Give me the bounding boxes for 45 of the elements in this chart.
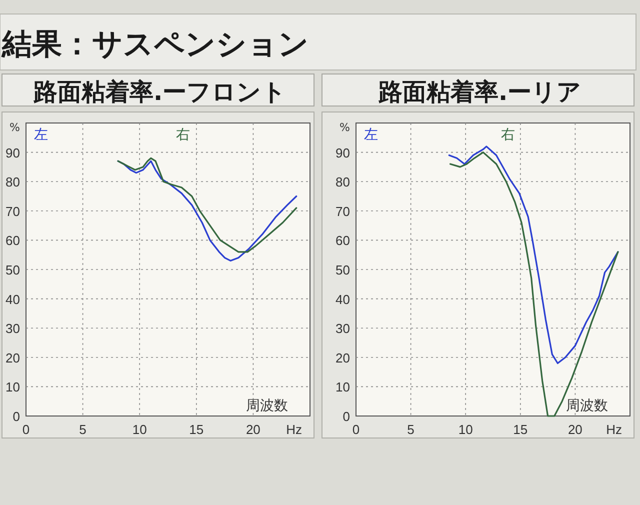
y-tick-label: 50 [6, 262, 20, 278]
y-tick-label: 30 [336, 321, 350, 336]
y-tick-label: 60 [6, 233, 20, 248]
x-tick-label: 20 [568, 422, 582, 437]
y-tick-label: 10 [336, 380, 350, 395]
y-tick-label: 0 [342, 409, 350, 424]
y-tick-label: 0 [12, 409, 20, 424]
chart-subtitle: 路面粘着率.ーリア [377, 78, 582, 106]
y-tick-label: 10 [6, 380, 20, 395]
series-label: 左 [364, 127, 378, 143]
x-axis-title: 周波数 [566, 398, 608, 414]
y-tick-label: 70 [6, 204, 20, 219]
y-tick-label: 90 [6, 145, 20, 160]
x-axis-title: 周波数 [246, 398, 288, 414]
x-tick-label: 5 [407, 422, 414, 437]
y-axis-title: % [10, 121, 20, 134]
chart-subtitle: 路面粘着率.ーフロント [32, 78, 287, 106]
y-tick-label: 20 [336, 350, 350, 366]
y-tick-label: 30 [6, 321, 20, 336]
y-tick-label: 60 [336, 233, 350, 248]
y-axis-title: % [340, 121, 350, 134]
y-tick-label: 40 [6, 292, 20, 307]
series-label: 右 [501, 127, 515, 143]
series-label: 右 [176, 127, 190, 143]
y-tick-label: 70 [336, 204, 350, 219]
x-tick-label: 5 [79, 422, 86, 437]
x-tick-label: 0 [352, 422, 360, 437]
y-tick-label: 20 [6, 350, 20, 366]
y-tick-label: 50 [336, 262, 350, 278]
x-tick-label: 10 [132, 422, 147, 437]
chart-title: 結果：サスペンション [1, 27, 309, 62]
x-tick-label: 15 [513, 422, 528, 437]
x-tick-label: 10 [458, 422, 473, 437]
x-tick-label: 20 [246, 422, 260, 437]
x-axis-unit: Hz [606, 422, 622, 437]
y-tick-label: 40 [336, 292, 350, 307]
line-series [449, 152, 619, 417]
y-tick-label: 80 [6, 174, 20, 190]
y-tick-label: 80 [336, 174, 350, 190]
x-axis-unit: Hz [286, 422, 302, 437]
line-series [448, 146, 619, 364]
x-tick-label: 0 [22, 422, 30, 437]
x-tick-label: 15 [189, 422, 204, 437]
y-tick-label: 90 [336, 145, 350, 160]
series-label: 左 [34, 127, 48, 143]
